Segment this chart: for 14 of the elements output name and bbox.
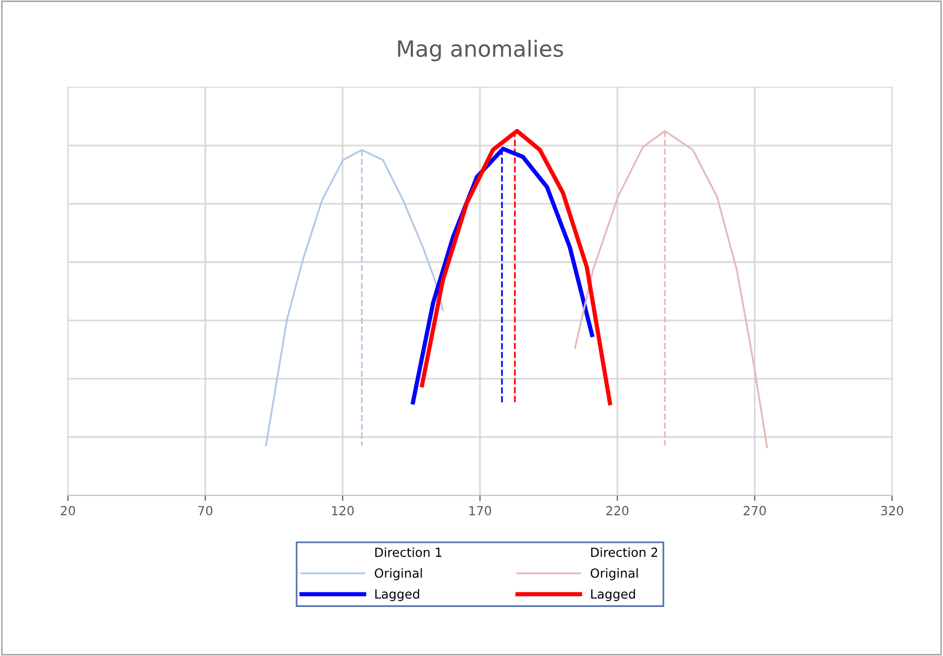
legend-label: Original (374, 568, 422, 580)
x-tick-label: 20 (60, 506, 76, 516)
text: Direction 1 (375, 547, 442, 558)
legend-label: Lagged (591, 589, 635, 602)
legend-label: Lagged (375, 589, 420, 602)
x-tick-label: 220 (606, 506, 628, 516)
text: Direction 2 (591, 547, 658, 558)
legend-label: Original (590, 568, 638, 580)
x-tick-label: 120 (332, 506, 354, 516)
x-tick-label: 70 (198, 506, 212, 516)
x-tick-label: 170 (469, 506, 492, 516)
x-tick-label: 270 (744, 506, 766, 516)
x-tick-label: 320 (881, 506, 904, 516)
chart-title: Mag anomalies (398, 40, 563, 62)
